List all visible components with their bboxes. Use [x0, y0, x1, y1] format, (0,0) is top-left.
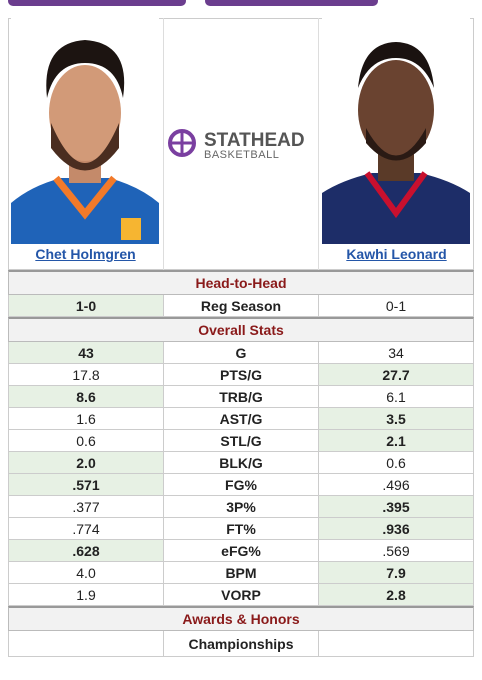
stat-value: .571 [8, 474, 164, 496]
stat-value: 2.1 [319, 430, 474, 452]
divider [163, 18, 164, 270]
section-header: Awards & Honors [8, 606, 474, 631]
stat-value: 6.1 [319, 386, 474, 408]
stat-label: 3P% [164, 496, 319, 518]
stat-value: .377 [8, 496, 164, 518]
player-link[interactable]: Kawhi Leonard [346, 246, 447, 262]
stat-value: 1.6 [8, 408, 164, 430]
divider [318, 18, 319, 270]
stat-value: 2.0 [8, 452, 164, 474]
stat-value: 0.6 [319, 452, 474, 474]
stat-value: .774 [8, 518, 164, 540]
stat-label: G [164, 342, 319, 364]
logo-brand: STATHEAD [204, 130, 305, 151]
stat-label: AST/G [164, 408, 319, 430]
stat-value [8, 631, 164, 657]
stat-label: FT% [164, 518, 319, 540]
stat-label: VORP [164, 584, 319, 606]
stat-value: 8.6 [8, 386, 164, 408]
logo: STATHEAD BASKETBALL [168, 129, 305, 160]
stat-value: 4.0 [8, 562, 164, 584]
stat-value [319, 631, 474, 657]
section-header: Head-to-Head [8, 270, 474, 295]
stat-label: Reg Season [164, 295, 319, 317]
stat-label: TRB/G [164, 386, 319, 408]
stat-value: 2.8 [319, 584, 474, 606]
stat-value: 43 [8, 342, 164, 364]
stat-value: 17.8 [8, 364, 164, 386]
header-box [8, 18, 474, 270]
stat-label: Championships [164, 631, 319, 657]
stat-value: .395 [319, 496, 474, 518]
stat-value: 7.9 [319, 562, 474, 584]
player-photo [11, 18, 159, 244]
player-link[interactable]: Chet Holmgren [35, 246, 136, 262]
stat-value: 27.7 [319, 364, 474, 386]
section-header: Overall Stats [8, 317, 474, 342]
stat-value: 34 [319, 342, 474, 364]
stat-value: .496 [319, 474, 474, 496]
player-photo [322, 18, 470, 244]
stat-label: PTS/G [164, 364, 319, 386]
stat-value: .628 [8, 540, 164, 562]
stat-value: 1.9 [8, 584, 164, 606]
stat-label: BLK/G [164, 452, 319, 474]
stat-label: BPM [164, 562, 319, 584]
stat-label: eFG% [164, 540, 319, 562]
tab-button[interactable] [8, 0, 186, 6]
stat-value: 1-0 [8, 295, 164, 317]
stat-label: STL/G [164, 430, 319, 452]
stat-value: 0-1 [319, 295, 474, 317]
stat-value: .936 [319, 518, 474, 540]
stat-value: 3.5 [319, 408, 474, 430]
stat-value: .569 [319, 540, 474, 562]
stat-label: FG% [164, 474, 319, 496]
stat-value: 0.6 [8, 430, 164, 452]
logo-sub: BASKETBALL [204, 149, 279, 160]
tab-button[interactable] [205, 0, 378, 6]
